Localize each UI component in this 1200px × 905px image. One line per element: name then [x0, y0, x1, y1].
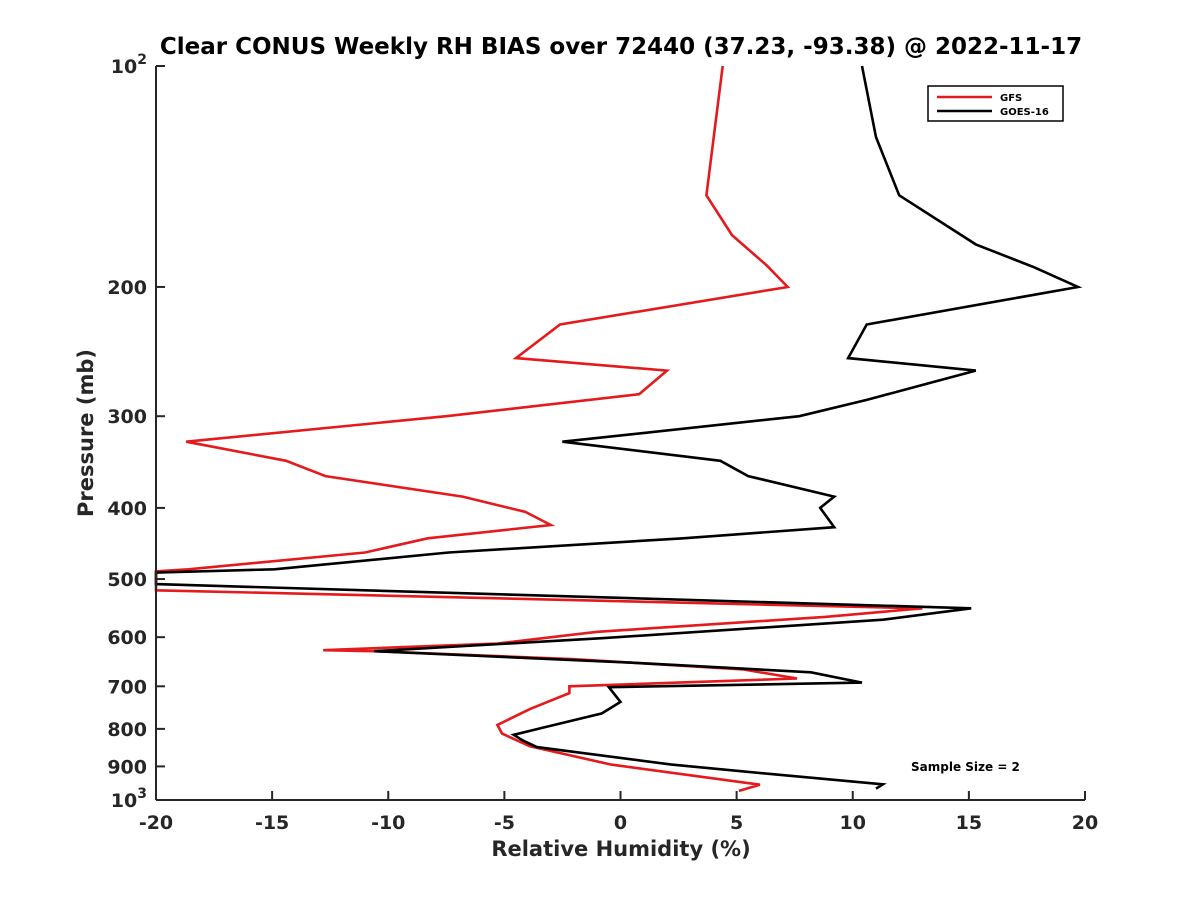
y-tick-label-base: 10	[111, 56, 137, 78]
ticks-layer: -20 -15 -10 -5 0 5 10 15 20102200300400500600700…	[107, 52, 1098, 834]
x-axis-label: Relative Humidity (%)	[491, 837, 750, 861]
legend: GFS GOES-16	[927, 85, 1064, 122]
y-tick-label: 600	[107, 627, 147, 649]
y-tick-label-base: 600	[107, 627, 147, 649]
legend-label: GOES-16	[1000, 107, 1049, 118]
x-tick-label: -5	[494, 812, 515, 834]
series-line-goes-16	[154, 65, 1083, 790]
series-layer	[154, 65, 1083, 793]
y-tick-label-base: 500	[107, 569, 147, 591]
y-tick-label: 500	[107, 569, 147, 591]
x-tick-label: -20	[139, 812, 173, 834]
x-tick-label: 10	[840, 812, 866, 834]
y-tick-label: 103	[111, 786, 147, 812]
y-tick-label: 200	[107, 277, 147, 299]
y-tick-label: 900	[107, 756, 147, 778]
legend-box	[927, 85, 1064, 122]
x-tick-label: -15	[255, 812, 289, 834]
series-line-gfs	[154, 65, 923, 793]
chart-title: Clear CONUS Weekly RH BIAS over 72440 (3…	[160, 34, 1082, 60]
y-tick-label-base: 900	[107, 756, 147, 778]
y-tick-label-base: 300	[107, 406, 147, 428]
y-axis-label: Pressure (mb)	[74, 349, 98, 517]
axes-layer	[155, 66, 1085, 801]
x-tick-label: 20	[1072, 812, 1098, 834]
x-tick-label: 15	[956, 812, 982, 834]
y-tick-label: 700	[107, 676, 147, 698]
y-tick-label-base: 10	[111, 790, 137, 812]
y-tick-label: 300	[107, 406, 147, 428]
x-tick-label: -10	[371, 812, 405, 834]
sample-size-annotation: Sample Size = 2	[911, 760, 1020, 774]
y-tick-label-exponent: 2	[137, 52, 147, 68]
x-tick-label: 5	[730, 812, 743, 834]
y-tick-label: 102	[111, 52, 147, 78]
y-tick-label-base: 800	[107, 719, 147, 741]
y-tick-label-base: 700	[107, 676, 147, 698]
y-tick-label: 400	[107, 498, 147, 520]
y-tick-label-base: 200	[107, 277, 147, 299]
x-tick-label: 0	[614, 812, 627, 834]
y-tick-label-base: 400	[107, 498, 147, 520]
y-tick-label-exponent: 3	[137, 786, 147, 802]
y-tick-label: 800	[107, 719, 147, 741]
legend-label: GFS	[1000, 93, 1022, 104]
